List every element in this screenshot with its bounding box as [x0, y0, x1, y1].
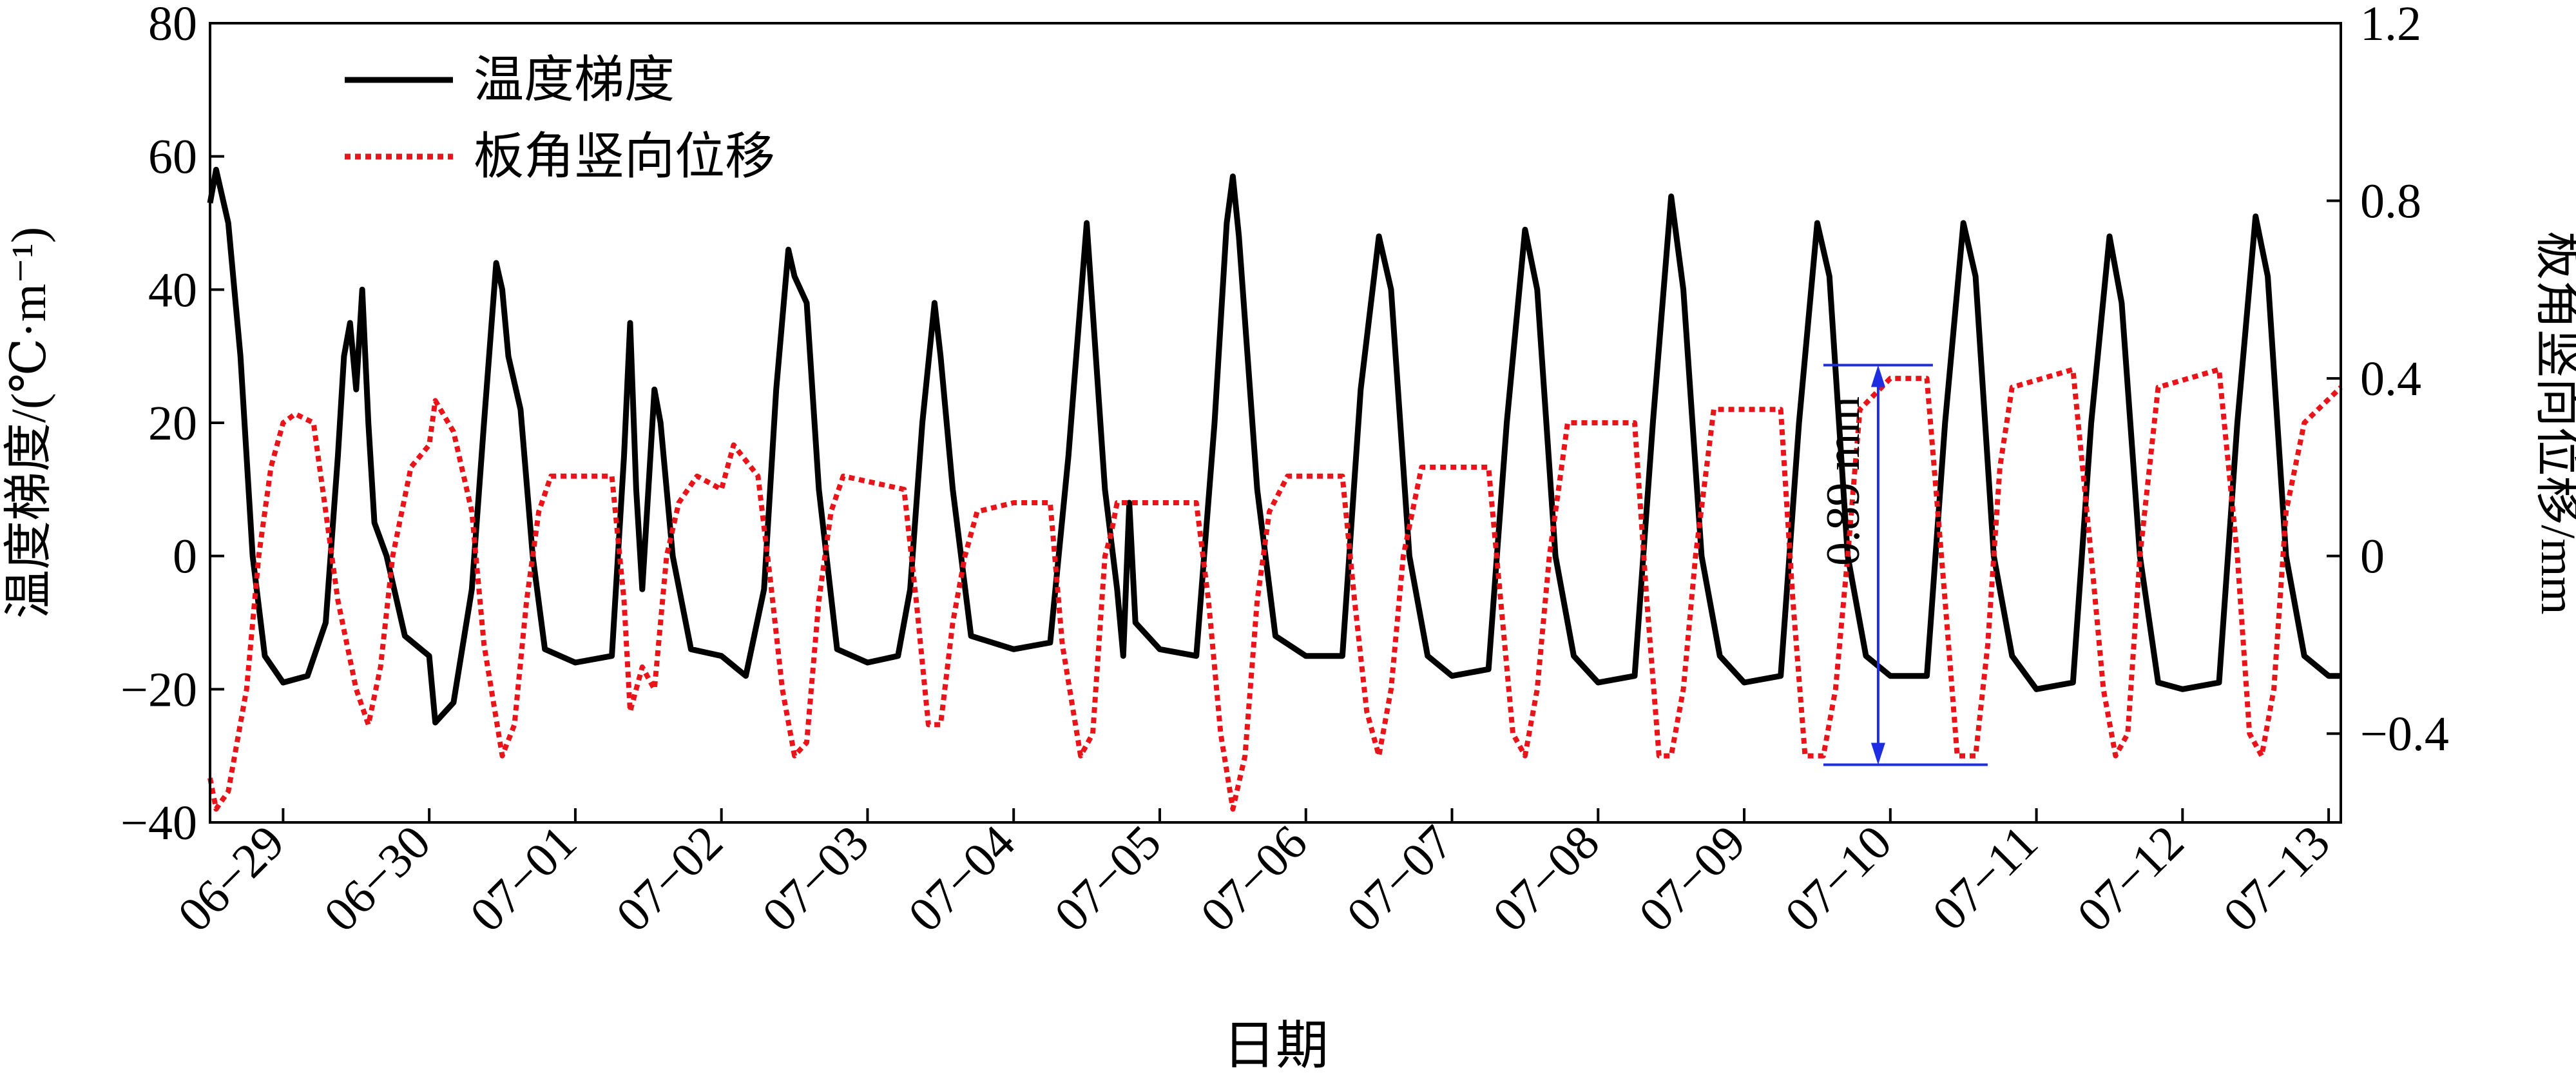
legend-label-corner-displacement: 板角竖向位移 [474, 128, 775, 184]
series-line-corner-displacement [207, 367, 2343, 812]
y-left-tick-label: 60 [148, 130, 197, 184]
y-right-tick-label: 0.4 [2360, 352, 2421, 406]
x-axis-label: 日期 [1223, 1016, 1329, 1075]
y-left-tick-label: −20 [120, 663, 197, 717]
series-line-temperature-gradient [207, 166, 2341, 726]
y-left-tick-label: 0 [173, 530, 197, 584]
y-left-tick-label: 40 [148, 263, 197, 317]
series-layer [207, 166, 2343, 812]
y-axis-right-label: 板角竖向位移/mm [2531, 231, 2576, 614]
y-left-tick-label: −40 [120, 796, 197, 850]
y-right-tick-label: 1.2 [2360, 0, 2421, 51]
y-right-tick-label: 0 [2360, 530, 2385, 584]
y-right-tick-label: −0.4 [2360, 707, 2449, 761]
annotation-label: 0.89 mm [1817, 396, 1870, 566]
annotation-layer: 0.89 mm [1817, 364, 1988, 766]
annotation-arrow-up [1870, 365, 1885, 387]
y-axis-left-label: 温度梯度/(℃·m⁻¹) [2, 227, 56, 619]
y-right-tick-label: 0.8 [2360, 175, 2421, 229]
y-left-tick-label: 80 [148, 0, 197, 51]
annotation-arrow-down [1870, 742, 1885, 765]
y-left-tick-label: 20 [148, 396, 197, 451]
legend-label-temperature-gradient: 温度梯度 [474, 52, 675, 108]
legend: 温度梯度 板角竖向位移 [345, 52, 775, 184]
